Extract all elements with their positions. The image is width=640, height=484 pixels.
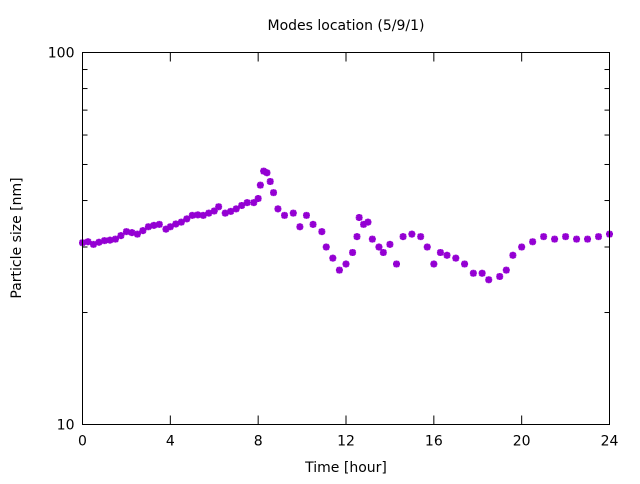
y-axis-label: Particle size [nm] xyxy=(9,177,25,298)
data-point xyxy=(260,167,268,175)
data-point xyxy=(84,238,92,246)
data-point xyxy=(436,248,444,256)
data-points xyxy=(79,167,613,284)
x-tick-label: 16 xyxy=(425,434,443,450)
y-tick-label: 10 xyxy=(57,418,75,434)
data-point xyxy=(221,209,229,217)
chart-title: Modes location (5/9/1) xyxy=(268,18,425,34)
x-tick-label: 4 xyxy=(166,434,175,450)
data-point xyxy=(375,243,383,251)
data-point xyxy=(117,232,125,240)
data-point xyxy=(386,240,394,248)
data-point xyxy=(194,211,202,219)
data-point xyxy=(296,223,304,231)
data-point xyxy=(274,205,282,213)
data-point xyxy=(177,218,185,226)
data-point xyxy=(478,269,486,277)
data-point xyxy=(318,228,326,236)
y-tick-label: 100 xyxy=(48,46,75,62)
data-point xyxy=(111,235,119,243)
data-point xyxy=(95,238,103,246)
data-point xyxy=(128,229,136,237)
data-point xyxy=(162,225,170,233)
data-point xyxy=(309,220,317,228)
data-point xyxy=(205,209,213,217)
data-point xyxy=(199,211,207,219)
x-tick-label: 8 xyxy=(254,434,263,450)
data-point xyxy=(139,227,147,235)
data-point xyxy=(250,199,258,207)
data-point xyxy=(106,236,114,244)
data-point xyxy=(150,221,158,229)
data-point xyxy=(256,181,264,189)
data-point xyxy=(573,235,581,243)
data-point xyxy=(518,243,526,251)
axis-ticks: 0 4 8 12 16 20 24 10 100 xyxy=(48,46,619,450)
data-point xyxy=(443,251,451,259)
data-point xyxy=(215,203,223,211)
data-point xyxy=(551,235,559,243)
data-point xyxy=(584,235,592,243)
data-point xyxy=(485,276,493,284)
data-point xyxy=(238,201,246,209)
data-point xyxy=(210,207,218,215)
data-point xyxy=(263,169,271,177)
data-point xyxy=(155,220,163,228)
data-point xyxy=(349,248,357,256)
data-point xyxy=(540,233,548,241)
data-point xyxy=(364,218,372,226)
x-tick-label: 12 xyxy=(337,434,355,450)
data-point xyxy=(379,248,387,256)
data-point xyxy=(322,243,330,251)
data-point xyxy=(469,269,477,277)
plot-frame xyxy=(82,52,610,425)
data-point xyxy=(368,235,376,243)
x-tick-label: 0 xyxy=(78,434,87,450)
data-point xyxy=(423,243,431,251)
data-point xyxy=(243,199,251,207)
data-point xyxy=(360,220,368,228)
data-point xyxy=(529,238,537,246)
data-point xyxy=(172,220,180,228)
data-point xyxy=(302,211,310,219)
data-point xyxy=(430,260,438,268)
data-point xyxy=(595,233,603,241)
data-point xyxy=(417,233,425,241)
data-point xyxy=(133,230,141,238)
data-point xyxy=(122,228,130,236)
data-point xyxy=(183,215,191,223)
data-point xyxy=(408,230,416,238)
data-point xyxy=(89,240,97,248)
x-tick-label: 24 xyxy=(601,434,619,450)
data-point xyxy=(562,233,570,241)
data-point xyxy=(166,223,174,231)
data-point xyxy=(399,233,407,241)
data-point xyxy=(461,260,469,268)
data-point xyxy=(100,237,108,245)
x-axis-label: Time [hour] xyxy=(304,460,387,476)
data-point xyxy=(509,251,517,259)
data-point xyxy=(496,272,504,280)
data-point xyxy=(335,266,343,274)
data-point xyxy=(355,214,363,222)
x-tick-label: 20 xyxy=(513,434,531,450)
data-point xyxy=(342,260,350,268)
data-point xyxy=(329,254,337,262)
data-point xyxy=(281,211,289,219)
data-point xyxy=(266,178,274,186)
data-point xyxy=(289,209,297,217)
data-point xyxy=(452,254,460,262)
data-point xyxy=(353,233,361,241)
data-point xyxy=(270,189,278,197)
data-point xyxy=(227,207,235,215)
data-point xyxy=(144,223,152,231)
data-point xyxy=(393,260,401,268)
data-point xyxy=(502,266,510,274)
data-point xyxy=(232,205,240,213)
data-point xyxy=(188,211,196,219)
data-point xyxy=(254,195,262,203)
